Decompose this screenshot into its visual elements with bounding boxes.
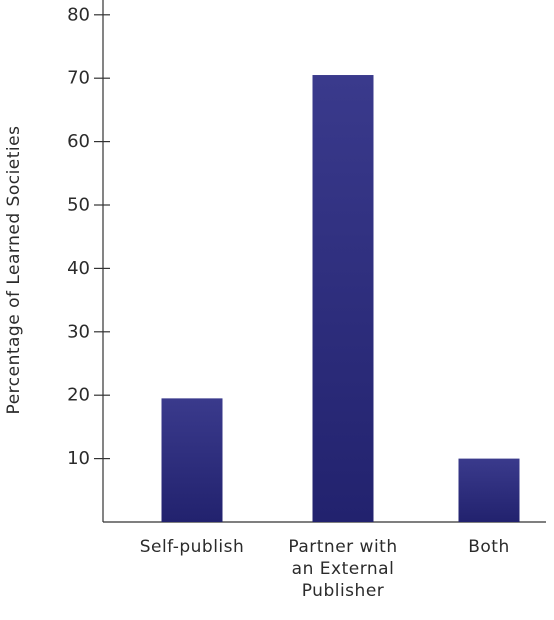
y-tick-label: 10: [67, 448, 90, 469]
x-category-label-line: Publisher: [302, 581, 385, 601]
y-tick-label: 50: [67, 195, 90, 216]
x-category-label: Both: [468, 537, 510, 557]
x-category-label-line: Both: [468, 537, 510, 557]
y-tick-label: 80: [67, 4, 90, 25]
category-labels: Self-publish Partner with an External Publi…: [140, 537, 510, 601]
axes: 10 20 30 40 50 60 70 80: [67, 0, 546, 523]
y-tick-label: 20: [67, 385, 90, 406]
bar: [458, 458, 520, 522]
bar: [161, 398, 223, 522]
x-category-label-line: an External: [292, 559, 395, 579]
y-tick-label: 30: [67, 321, 90, 342]
y-axis-title: Percentage of Learned Societies: [4, 126, 24, 415]
x-category-label: Partner with an External Publisher: [288, 537, 397, 601]
y-tick-label: 70: [67, 68, 90, 89]
bar: [312, 75, 374, 522]
x-category-label: Self-publish: [140, 537, 245, 557]
y-tick-label: 40: [67, 258, 90, 279]
x-category-label-line: Self-publish: [140, 537, 245, 557]
y-tick-label: 60: [67, 131, 90, 152]
bars: [161, 75, 520, 522]
x-category-label-line: Partner with: [288, 537, 397, 557]
